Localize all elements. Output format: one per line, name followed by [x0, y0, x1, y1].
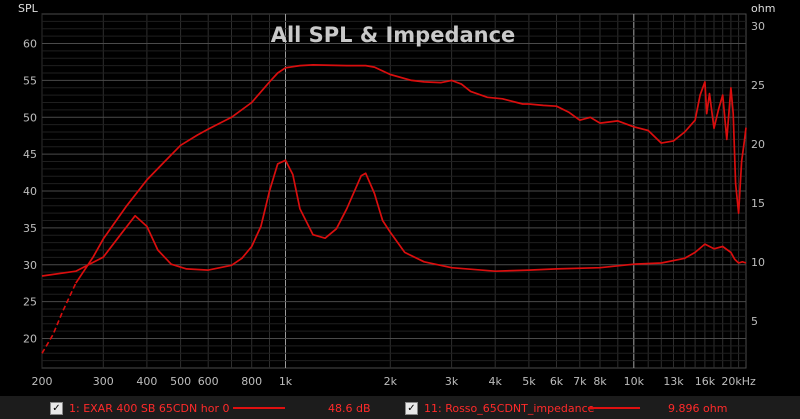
legend-item-spl[interactable]: ✓ 1: EXAR 400 SB 65CDN hor 0 48.6 dB	[50, 400, 390, 416]
x-tick-label: 400	[136, 375, 157, 388]
legend-label-spl: 1: EXAR 400 SB 65CDN hor 0	[69, 401, 230, 415]
x-tick-label: 4k	[489, 375, 503, 388]
series-line-1	[41, 159, 747, 277]
y-left-tick-label: 60	[23, 38, 37, 51]
y-left-tick-label: 45	[23, 148, 37, 161]
left-axis-unit: SPL	[18, 2, 39, 15]
x-tick-label: 2k	[384, 375, 398, 388]
y-left-tick-label: 25	[23, 296, 37, 309]
x-tick-label: 7k	[573, 375, 587, 388]
legend-checkbox-spl[interactable]: ✓	[50, 401, 63, 415]
y-right-tick-label: 30	[751, 20, 765, 33]
x-tick-label: 800	[241, 375, 262, 388]
legend-label-impedance: 11: Rosso_65CDNT_impedance	[424, 401, 595, 415]
legend-item-impedance[interactable]: ✓ 11: Rosso_65CDNT_impedance 9.896 ohm	[405, 400, 785, 416]
right-axis-unit: ohm	[751, 2, 775, 15]
legend-bar: ✓ 1: EXAR 400 SB 65CDN hor 0 48.6 dB ✓ 1…	[0, 396, 800, 419]
y-right-tick-label: 5	[751, 315, 758, 328]
y-right-tick-label: 10	[751, 256, 765, 269]
y-left-tick-label: 20	[23, 333, 37, 346]
x-tick-label: 500	[170, 375, 191, 388]
y-right-tick-label: 25	[751, 79, 765, 92]
legend-value-spl: 48.6 dB	[328, 401, 371, 415]
y-right-tick-label: 20	[751, 138, 765, 151]
legend-value-impedance: 9.896 ohm	[668, 401, 728, 415]
y-left-tick-label: 35	[23, 222, 37, 235]
legend-swatch-impedance	[588, 407, 640, 409]
x-tick-label: 5k	[522, 375, 536, 388]
y-left-tick-label: 40	[23, 185, 37, 198]
spl-impedance-chart: 200 300 400 500 600 800 1k 2k 3k 4k 5k 6k 7k 8k 10k 13k…	[18, 2, 776, 388]
series-extrapolation-0	[41, 282, 77, 354]
y-right-tick-label: 15	[751, 197, 765, 210]
y-left-tick-label: 30	[23, 259, 37, 272]
curve-layer	[41, 64, 747, 354]
x-tick-label: 6k	[550, 375, 564, 388]
x-tick-label: 300	[93, 375, 114, 388]
y-left-tick-label: 55	[23, 74, 37, 87]
x-tick-label: 600	[198, 375, 219, 388]
x-tick-label: 1k	[279, 375, 293, 388]
legend-swatch-spl	[233, 407, 285, 409]
legend-checkbox-impedance[interactable]: ✓	[405, 401, 418, 415]
x-tick-label: 16k	[695, 375, 716, 388]
x-tick-label: 10k	[624, 375, 645, 388]
x-tick-label: 200	[32, 375, 53, 388]
chart-title: All SPL & Impedance	[271, 23, 516, 47]
x-tick-label: 20kHz	[721, 375, 756, 388]
x-tick-label: 13k	[663, 375, 684, 388]
grid-lines	[41, 13, 747, 369]
x-tick-label: 3k	[445, 375, 459, 388]
series-line-0	[75, 64, 747, 284]
x-tick-label: 8k	[593, 375, 607, 388]
tick-labels: 200 300 400 500 600 800 1k 2k 3k 4k 5k 6k 7k 8k 10k 13k…	[23, 20, 765, 388]
y-left-tick-label: 50	[23, 111, 37, 124]
